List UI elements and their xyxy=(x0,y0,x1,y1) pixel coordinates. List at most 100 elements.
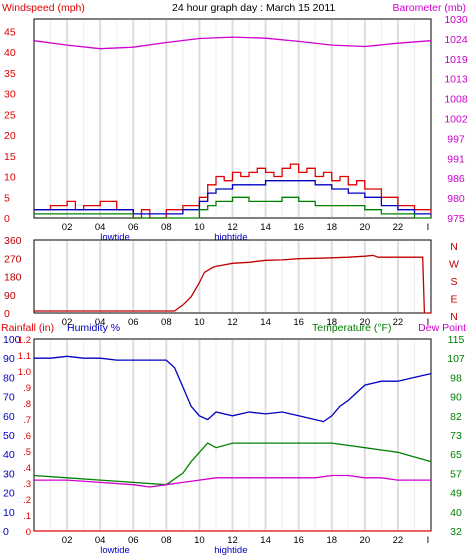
x-tick-label: 04 xyxy=(95,317,106,328)
humidity-temperature-panel: 0 10 20 30 40 50 60 70 80 90 100 0 .1 .2 .3 .4 .5 .6 .7 .8.… xyxy=(3,334,465,556)
y-tick-label-right: 82 xyxy=(450,411,462,423)
tide-label: lowtide xyxy=(100,232,130,243)
x-tick-label: I xyxy=(427,535,430,546)
tide-label: hightide xyxy=(214,545,247,556)
y-tick-label-left: 25 xyxy=(4,109,16,121)
y-tick-label-right: 1008 xyxy=(444,94,468,106)
x-tick-label: 22 xyxy=(393,317,404,328)
y-tick-label-right: 65 xyxy=(450,449,462,461)
series-temperature xyxy=(33,442,432,486)
y-tick-label-right: 986 xyxy=(447,173,465,185)
graph-title: 24 hour graph day : March 15 2011 xyxy=(172,2,335,14)
y-tick-label-right: 57 xyxy=(450,468,462,480)
temperature-axis-title: Temperature (°F) xyxy=(312,322,391,334)
y-tick-label-right: 997 xyxy=(447,133,465,145)
y-tick-label-left: 0 xyxy=(4,308,10,320)
y-tick-label-humidity: 40 xyxy=(3,449,15,461)
y-tick-label-right: 1002 xyxy=(444,114,468,126)
series-wind-2 xyxy=(34,196,431,219)
y-tick-label-left: 35 xyxy=(4,68,16,80)
y-tick-label-left: 15 xyxy=(4,151,16,163)
x-tick-label: 10 xyxy=(194,222,205,233)
x-tick-label: 08 xyxy=(161,317,172,328)
y-tick-label-right: 991 xyxy=(447,153,465,165)
x-tick-label: 02 xyxy=(62,535,73,546)
x-tick-label: 16 xyxy=(293,222,304,233)
y-tick-label-left: 20 xyxy=(4,130,16,142)
y-tick-label-humidity: 0 xyxy=(3,526,9,538)
y-tick-label-left: 90 xyxy=(4,290,16,302)
y-tick-label-rainfall: .8 xyxy=(23,399,31,410)
x-tick-label: 14 xyxy=(260,317,271,328)
y-tick-label-humidity: 90 xyxy=(3,353,15,365)
series-barometer xyxy=(33,36,432,50)
x-tick-label: 12 xyxy=(227,535,238,546)
y-tick-label-right: 1019 xyxy=(444,54,468,66)
barometer-axis-title: Barometer (mb) xyxy=(392,2,466,14)
dewpoint-axis-title: Dew Point xyxy=(418,322,466,334)
x-tick-label: 20 xyxy=(360,222,371,233)
x-tick-label: 22 xyxy=(393,535,404,546)
humidity-axis-title: Humidity % xyxy=(67,322,120,334)
y-tick-label-left: 30 xyxy=(4,89,16,101)
y-tick-label-right: 1013 xyxy=(444,74,468,86)
y-tick-label-rainfall: .7 xyxy=(23,415,31,426)
compass-tick-label: W xyxy=(449,259,459,271)
y-tick-label-left: 360 xyxy=(4,235,22,247)
x-tick-label: 10 xyxy=(194,535,205,546)
series-wind-direction xyxy=(34,254,431,314)
y-tick-label-right: 975 xyxy=(447,213,465,225)
x-tick-label: I xyxy=(427,222,430,233)
y-tick-label-right: 73 xyxy=(450,430,462,442)
y-tick-label-left: 45 xyxy=(4,26,16,38)
x-tick-label: 18 xyxy=(326,317,337,328)
x-tick-label: 14 xyxy=(260,535,271,546)
y-tick-label-humidity: 60 xyxy=(3,411,15,423)
x-tick-label: 08 xyxy=(161,222,172,233)
y-tick-label-rainfall: 0 xyxy=(26,527,31,538)
x-tick-label: 12 xyxy=(227,222,238,233)
x-tick-label: 06 xyxy=(128,222,139,233)
y-tick-label-humidity: 50 xyxy=(3,430,15,442)
y-tick-label-humidity: 80 xyxy=(3,372,15,384)
x-tick-label: I xyxy=(427,317,430,328)
y-tick-label-right: 32 xyxy=(450,526,462,538)
y-tick-label-rainfall: .4 xyxy=(23,463,31,474)
x-tick-label: 04 xyxy=(95,535,106,546)
y-tick-label-humidity: 100 xyxy=(3,334,21,346)
y-tick-label-left: 5 xyxy=(4,192,10,204)
x-tick-label: 16 xyxy=(293,317,304,328)
compass-tick-label: E xyxy=(450,294,457,306)
y-tick-label-right: 98 xyxy=(450,372,462,384)
tide-label: hightide xyxy=(214,232,247,243)
y-tick-label-humidity: 10 xyxy=(3,507,15,519)
x-tick-label: 20 xyxy=(360,535,371,546)
y-tick-label-right: 1030 xyxy=(444,14,468,26)
wind-barometer-panel: 0510152025303540459759809869919971002100… xyxy=(4,14,468,243)
y-tick-label-rainfall: .2 xyxy=(23,495,31,506)
y-tick-label-rainfall: 1.0 xyxy=(18,367,31,378)
x-tick-label: 10 xyxy=(194,317,205,328)
x-tick-label: 12 xyxy=(227,317,238,328)
series-dewpoint xyxy=(34,474,431,488)
x-tick-label: 22 xyxy=(393,222,404,233)
x-tick-label: 08 xyxy=(161,535,172,546)
tide-label: lowtide xyxy=(100,545,130,556)
y-tick-label-rainfall: 1.2 xyxy=(18,335,31,346)
y-tick-label-left: 0 xyxy=(4,213,10,225)
x-tick-label: 18 xyxy=(326,535,337,546)
x-tick-label: 02 xyxy=(62,317,73,328)
y-tick-label-rainfall: .3 xyxy=(23,479,31,490)
x-tick-label: 14 xyxy=(260,222,271,233)
x-tick-label: 06 xyxy=(128,317,139,328)
x-tick-label: 04 xyxy=(95,222,106,233)
compass-tick-label: S xyxy=(450,276,457,288)
y-tick-label-rainfall: .5 xyxy=(23,447,31,458)
x-tick-label: 18 xyxy=(326,222,337,233)
series-humidity xyxy=(34,355,432,423)
y-tick-label-left: 180 xyxy=(4,272,22,284)
x-tick-label: 02 xyxy=(62,222,73,233)
y-tick-label-humidity: 20 xyxy=(3,488,15,500)
